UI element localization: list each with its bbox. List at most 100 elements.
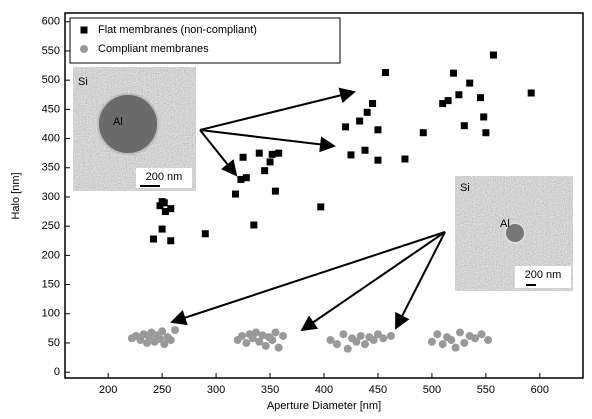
point	[256, 150, 263, 157]
x-tick-label: 200	[99, 384, 117, 396]
y-tick-label: 0	[54, 366, 60, 378]
y-tick-label: 450	[42, 103, 60, 115]
point	[455, 91, 462, 98]
point	[450, 70, 457, 77]
arrow	[200, 130, 236, 175]
inset-right: Si Al 200 nm	[455, 176, 573, 291]
point	[267, 158, 274, 165]
point	[250, 221, 257, 228]
point	[167, 205, 174, 212]
point	[339, 330, 347, 338]
point	[347, 151, 354, 158]
legend: Flat membranes (non-compliant) Compliant …	[70, 18, 340, 63]
point	[238, 332, 246, 340]
point	[159, 198, 166, 205]
x-tick-label: 250	[153, 384, 171, 396]
point	[262, 342, 270, 350]
point	[333, 340, 341, 348]
point	[356, 118, 363, 125]
point	[243, 174, 250, 181]
arrow	[172, 232, 445, 322]
point	[279, 332, 287, 340]
point	[484, 336, 492, 344]
point	[261, 167, 268, 174]
point	[159, 226, 166, 233]
inset-left: Si Al 200 nm	[73, 67, 196, 191]
point	[466, 80, 473, 87]
point	[401, 156, 408, 163]
x-tick-label: 500	[423, 384, 441, 396]
point	[433, 330, 441, 338]
inset-label: Si	[78, 76, 88, 88]
point	[357, 332, 365, 340]
inset-scale: 200 nm	[146, 171, 183, 183]
y-tick-label: 150	[42, 278, 60, 290]
point	[439, 340, 447, 348]
point	[480, 113, 487, 120]
y-tick-label: 400	[42, 132, 60, 144]
point	[171, 326, 179, 334]
point	[461, 122, 468, 129]
y-tick-label: 550	[42, 45, 60, 57]
arrow	[200, 130, 334, 146]
point	[202, 230, 209, 237]
point	[167, 237, 174, 244]
point	[374, 157, 381, 164]
inset-label: Al	[113, 116, 123, 128]
point	[342, 123, 349, 130]
arrow	[200, 92, 354, 130]
x-axis-label: Aperture Diameter [nm]	[267, 400, 381, 412]
legend-label: Flat membranes (non-compliant)	[98, 24, 257, 36]
legend-label: Compliant membranes	[98, 43, 209, 55]
legend-marker	[80, 45, 88, 53]
point	[445, 97, 452, 104]
x-tick-label: 350	[261, 384, 279, 396]
x-tick-label: 400	[315, 384, 333, 396]
point	[478, 330, 486, 338]
y-tick-label: 300	[42, 191, 60, 203]
y-tick-label: 600	[42, 16, 60, 28]
x-tick-label: 600	[531, 384, 549, 396]
point	[344, 345, 352, 353]
point	[150, 236, 157, 243]
point	[232, 191, 239, 198]
y-axis-label: Halo [nm]	[10, 172, 22, 219]
y-tick-label: 50	[48, 337, 60, 349]
inset-label: Al	[500, 218, 510, 230]
point	[364, 109, 371, 116]
x-tick-label: 550	[477, 384, 495, 396]
chart: Aperture Diameter [nm] Halo [nm] Si Al 2…	[0, 0, 592, 414]
point	[272, 188, 279, 195]
point	[269, 151, 276, 158]
point	[460, 339, 468, 347]
point	[387, 332, 395, 340]
y-tick-label: 350	[42, 162, 60, 174]
point	[374, 126, 381, 133]
point	[447, 336, 455, 344]
y-tick-label: 200	[42, 249, 60, 261]
legend-marker	[81, 27, 88, 34]
y-tick-label: 500	[42, 74, 60, 86]
y-tick-label: 250	[42, 220, 60, 232]
arrows	[172, 92, 445, 330]
point	[490, 52, 497, 59]
point	[456, 328, 464, 336]
point	[369, 100, 376, 107]
point	[275, 150, 282, 157]
point	[382, 69, 389, 76]
inset-particle	[98, 94, 158, 154]
point	[240, 154, 247, 161]
point	[482, 129, 489, 136]
point	[428, 338, 436, 346]
point	[271, 328, 279, 336]
arrow	[302, 232, 445, 330]
point	[362, 147, 369, 154]
point	[477, 94, 484, 101]
point	[167, 336, 175, 344]
x-tick-label: 300	[207, 384, 225, 396]
inset-label: Si	[460, 182, 470, 194]
point	[275, 344, 283, 352]
point	[268, 336, 276, 344]
inset-scale: 200 nm	[525, 269, 562, 281]
y-tick-label: 100	[42, 308, 60, 320]
